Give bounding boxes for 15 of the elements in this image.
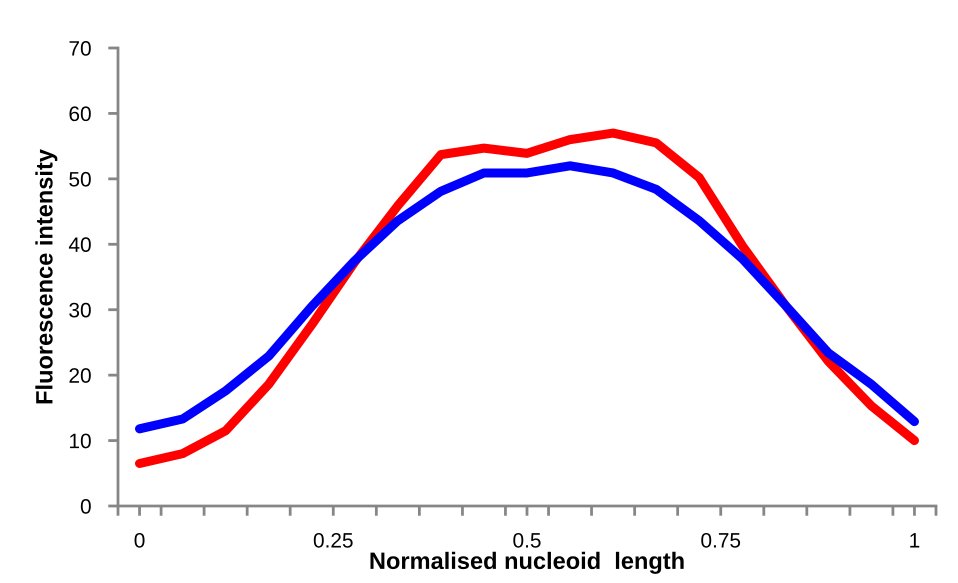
y-axis-title: Fluorescence intensity bbox=[35, 149, 58, 404]
x-tick-label: 0 bbox=[134, 532, 145, 548]
y-tick-label: 20 bbox=[69, 368, 91, 383]
y-tick-label: 60 bbox=[70, 106, 91, 122]
x-axis-title: Normalised nucleoid length bbox=[370, 552, 684, 574]
x-tick-label: 0.25 bbox=[314, 532, 353, 548]
y-tick-label: 40 bbox=[68, 237, 91, 252]
y-tick-label: 10 bbox=[70, 434, 91, 448]
y-tick-label: 50 bbox=[69, 172, 91, 187]
y-tick-label: 70 bbox=[70, 41, 91, 56]
x-tick-label: 1 bbox=[910, 533, 920, 548]
x-tick-label: 0.75 bbox=[701, 532, 740, 548]
x-tick-label: 0.5 bbox=[513, 532, 541, 548]
y-tick-label: 30 bbox=[69, 302, 91, 318]
y-tick-label: 0 bbox=[80, 499, 91, 514]
